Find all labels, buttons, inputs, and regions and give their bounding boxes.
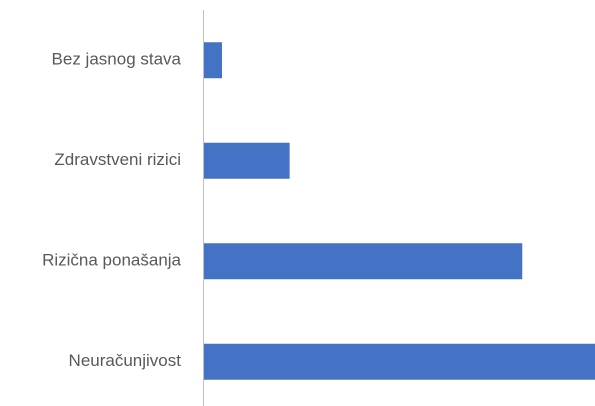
y-tick-label: Rizična ponašanja [42,251,181,270]
y-tick-label: Neuračunjivost [69,351,182,370]
bar [204,142,290,179]
y-tick-label: Zdravstveni rizici [54,150,181,169]
bar [204,243,523,280]
y-tick-label: Bez jasnog stava [52,50,182,69]
bar [204,343,595,380]
bar [204,42,222,79]
